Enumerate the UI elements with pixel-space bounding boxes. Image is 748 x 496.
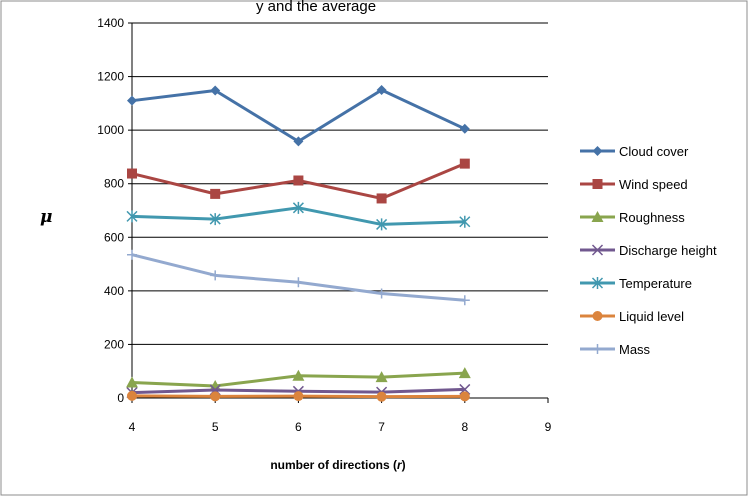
data-point-temperature: [209, 213, 221, 226]
x-tick-label: 4: [129, 420, 136, 434]
data-point-roughness: [209, 379, 222, 391]
series-liquid-level: [127, 390, 470, 402]
x-tick-label: 6: [295, 420, 302, 434]
series-cloud-cover: [127, 84, 470, 147]
x-axis-label-variable: r: [397, 458, 403, 472]
x-tick-labels: 4 5 6 7 8 9: [129, 420, 552, 434]
y-axis-label: μ: [40, 207, 52, 227]
x-tick-label: 5: [212, 420, 219, 434]
legend-label: Cloud cover: [619, 144, 689, 159]
data-point-liquid-level: [459, 391, 470, 402]
data-point-cloud-cover: [210, 85, 221, 96]
data-point-cloud-cover: [376, 84, 387, 95]
data-point-mass: [293, 277, 304, 288]
legend: Cloud cover Wind speed Roughness Discharge …: [580, 144, 717, 357]
legend-item-liquid-level: Liquid level: [580, 309, 684, 324]
legend-item-discharge-height: Discharge height: [580, 243, 717, 258]
x-axis-label-main: number of directions (: [270, 458, 397, 472]
legend-label: Discharge height: [619, 243, 717, 258]
y-tick-label: 200: [104, 337, 124, 351]
x-axis-label: number of directions (r): [270, 458, 405, 472]
legend-item-roughness: Roughness: [580, 210, 685, 225]
data-point-roughness: [292, 369, 305, 381]
series-mass: [127, 249, 470, 306]
data-point-mass: [376, 288, 387, 299]
series-temperature: [126, 201, 471, 231]
legend-label: Roughness: [619, 210, 685, 225]
data-point-wind-speed: [127, 168, 137, 179]
data-point-mass: [127, 249, 137, 260]
legend-label: Temperature: [619, 276, 692, 291]
data-point-cloud-cover: [127, 95, 137, 106]
legend-item-cloud-cover: Cloud cover: [580, 144, 689, 159]
data-point-liquid-level: [127, 390, 137, 401]
x-tick-label: 9: [545, 420, 552, 434]
y-tick-label: 1000: [97, 123, 124, 137]
data-point-temperature: [376, 218, 388, 231]
legend-label: Wind speed: [619, 177, 688, 192]
legend-item-wind-speed: Wind speed: [580, 177, 688, 192]
data-point-wind-speed: [376, 193, 387, 204]
legend-swatch-marker: [592, 179, 603, 189]
legend-label: Liquid level: [619, 309, 684, 324]
y-tick-label: 0: [117, 391, 124, 405]
gridlines: [132, 22, 548, 345]
legend-item-mass: Mass: [580, 342, 651, 357]
data-point-mass: [210, 270, 221, 281]
legend-swatch-marker: [591, 211, 604, 222]
legend-swatch-marker: [592, 344, 603, 354]
legend-label: Mass: [619, 342, 651, 357]
y-tick-label: 1200: [97, 70, 124, 84]
data-point-liquid-level: [293, 391, 304, 402]
data-point-liquid-level: [210, 391, 221, 402]
y-tick-label: 1400: [97, 16, 124, 30]
legend-swatch-marker: [592, 146, 603, 156]
series-roughness: [126, 367, 471, 391]
legend-item-temperature: Temperature: [580, 276, 692, 291]
x-tick-label: 7: [378, 420, 385, 434]
data-point-liquid-level: [376, 391, 387, 402]
x-axis-label-end: ): [402, 458, 406, 472]
data-point-mass: [459, 295, 470, 306]
top-caption: y and the average: [256, 0, 376, 15]
legend-swatch-marker: [591, 244, 604, 256]
data-point-temperature: [459, 215, 471, 228]
data-point-wind-speed: [293, 175, 304, 186]
series-wind-speed: [127, 158, 470, 204]
y-tick-label: 600: [104, 230, 124, 244]
data-point-cloud-cover: [293, 136, 304, 147]
data-point-roughness: [375, 371, 388, 383]
data-point-temperature: [292, 201, 304, 214]
legend-swatch-marker: [592, 311, 603, 321]
data-point-wind-speed: [459, 158, 470, 169]
data-point-wind-speed: [210, 188, 221, 199]
y-tick-labels: 0 200 400 600 800 1000 1200 1400: [97, 16, 124, 405]
data-point-roughness: [126, 376, 138, 388]
data-point-cloud-cover: [459, 123, 470, 134]
legend-swatch-marker: [591, 277, 604, 289]
series-lines: [126, 84, 471, 402]
data-point-temperature: [126, 210, 138, 223]
y-tick-label: 800: [104, 177, 124, 191]
x-tick-label: 8: [461, 420, 468, 434]
data-point-roughness: [458, 367, 471, 379]
y-tick-label: 400: [104, 284, 124, 298]
